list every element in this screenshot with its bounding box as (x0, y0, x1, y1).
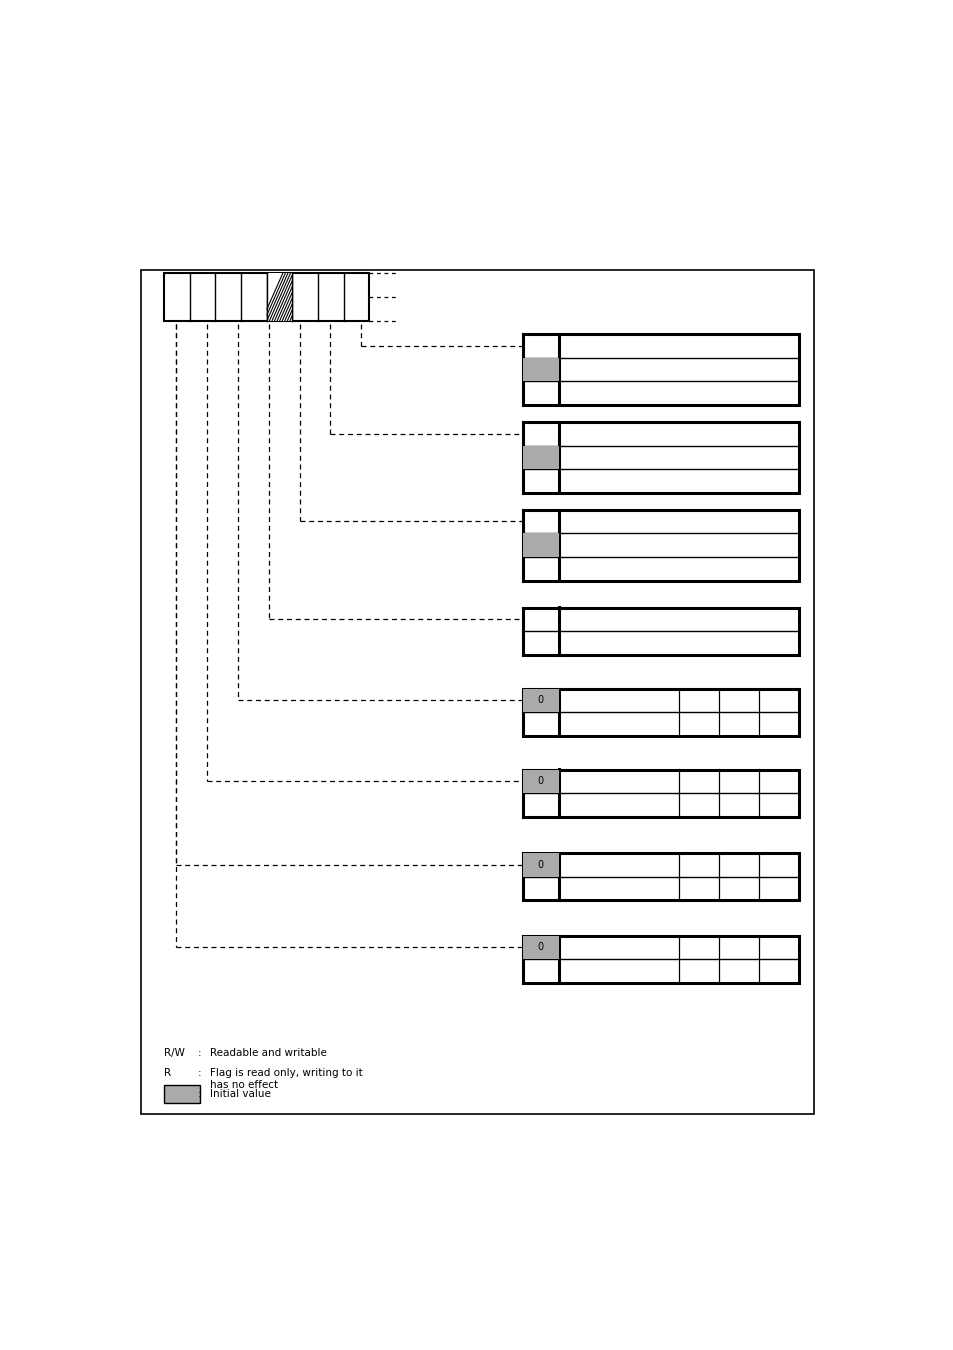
Bar (522, 688, 558, 713)
Text: R/W: R/W (164, 1048, 185, 1058)
Bar (522, 769, 558, 794)
Bar (141, 270, 813, 1114)
Bar (522, 421, 799, 493)
Text: 0: 0 (537, 942, 543, 952)
Bar (522, 853, 558, 878)
Text: 0: 0 (537, 860, 543, 869)
Bar (522, 533, 558, 558)
Bar (266, 273, 292, 321)
Bar (164, 1085, 200, 1103)
Bar (522, 688, 799, 736)
Text: 0: 0 (537, 695, 543, 705)
Text: 0: 0 (537, 776, 543, 786)
Text: :: : (197, 1089, 201, 1099)
Bar (522, 608, 799, 655)
Bar (522, 358, 558, 382)
Bar (522, 446, 558, 470)
Bar (522, 335, 799, 405)
Bar (522, 853, 799, 900)
Bar (522, 510, 799, 580)
Bar (164, 273, 369, 321)
Text: Flag is read only, writing to it: Flag is read only, writing to it (210, 1068, 362, 1079)
Text: R: R (164, 1068, 171, 1079)
Text: :: : (197, 1048, 201, 1058)
Text: Initial value: Initial value (210, 1089, 271, 1099)
Text: Readable and writable: Readable and writable (210, 1048, 327, 1058)
Bar (522, 769, 799, 817)
Bar (522, 936, 558, 958)
Text: :: : (197, 1068, 201, 1079)
Text: has no effect: has no effect (210, 1080, 277, 1091)
Bar (522, 936, 799, 983)
